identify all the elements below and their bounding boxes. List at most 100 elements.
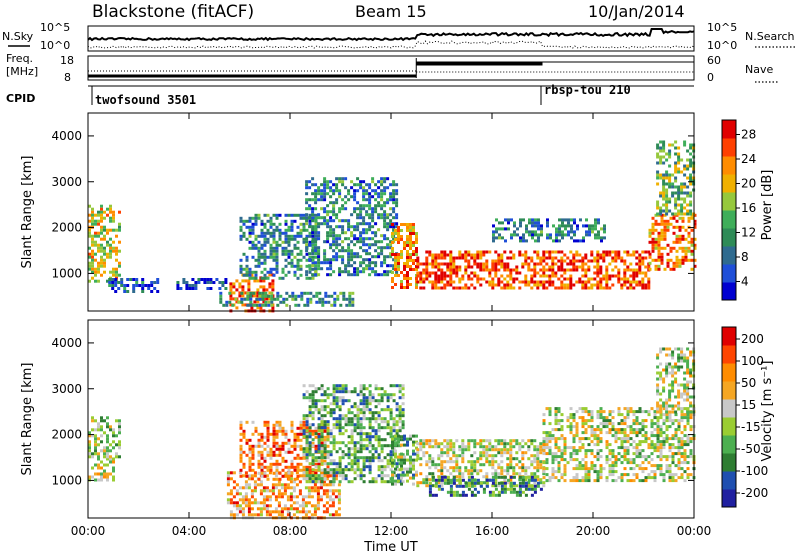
velocity-cell: [596, 479, 600, 483]
velocity-cell: [539, 466, 543, 470]
velocity-cell: [518, 448, 522, 452]
power-cell: [332, 255, 336, 259]
velocity-cell: [347, 480, 351, 484]
velocity-cell: [412, 473, 415, 477]
velocity-cell: [572, 419, 576, 423]
velocity-cell: [455, 466, 459, 470]
velocity-cell: [322, 492, 326, 496]
velocity-cell: [284, 459, 288, 463]
power-cell: [603, 224, 606, 228]
velocity-cell: [419, 439, 423, 443]
power-cell: [534, 233, 537, 237]
power-cell: [470, 265, 474, 269]
velocity-cell: [118, 455, 121, 459]
velocity-cell: [380, 447, 384, 451]
velocity-cell: [265, 507, 269, 511]
power-cell: [545, 268, 549, 272]
velocity-cell: [226, 483, 230, 487]
power-cell: [371, 177, 375, 181]
power-cell: [321, 303, 325, 307]
velocity-cell: [473, 478, 477, 482]
power-cell: [409, 232, 412, 235]
velocity-cell: [226, 477, 230, 481]
velocity-cell: [542, 446, 546, 450]
velocity-cell: [266, 450, 270, 454]
power-cell: [617, 253, 621, 257]
power-cell: [677, 194, 681, 198]
velocity-cell: [425, 442, 429, 446]
power-cell: [537, 221, 540, 225]
velocity-cell: [353, 387, 357, 391]
power-cell: [599, 280, 603, 284]
velocity-cell: [280, 513, 284, 517]
velocity-cell: [437, 469, 441, 473]
power-cell: [335, 237, 339, 241]
power-cell: [359, 234, 363, 238]
power-cell: [269, 219, 273, 223]
velocity-cell: [476, 481, 480, 485]
velocity-cell: [533, 472, 537, 476]
power-cell: [551, 268, 555, 272]
power-cell: [269, 234, 273, 238]
freq-unit: [MHz]: [6, 65, 38, 78]
power-cell: [503, 283, 507, 287]
power-cell: [317, 249, 321, 253]
power-cell: [458, 256, 462, 260]
power-cell: [668, 173, 672, 177]
velocity-cell: [401, 420, 405, 424]
velocity-cell: [302, 417, 306, 421]
power-cell: [293, 234, 297, 238]
velocity-cell: [412, 458, 415, 462]
power-cell: [371, 243, 375, 247]
power-cell: [675, 255, 679, 259]
power-cell: [120, 281, 124, 284]
velocity-cell: [374, 387, 378, 391]
power-cell: [308, 198, 312, 202]
velocity-cell: [548, 437, 552, 441]
power-cell: [443, 283, 447, 287]
velocity-cell: [278, 426, 282, 430]
power-cell: [320, 189, 324, 193]
power-cell: [473, 253, 477, 257]
velocity-cell: [316, 489, 320, 493]
power-cell: [548, 265, 552, 269]
power-cell: [671, 191, 675, 195]
velocity-cell: [412, 482, 415, 486]
velocity-cell: [412, 434, 415, 438]
velocity-cell: [305, 429, 309, 433]
power-cell: [256, 306, 260, 310]
power-cell: [365, 267, 369, 271]
power-cell: [260, 219, 264, 223]
power-cell: [485, 280, 489, 284]
velocity-cell: [229, 477, 233, 481]
power-cell: [279, 300, 283, 304]
power-cell: [677, 191, 681, 195]
power-cell: [428, 280, 432, 284]
power-cell: [623, 280, 627, 284]
velocity-cell: [250, 495, 254, 499]
power-cell: [241, 288, 245, 292]
velocity-cell: [403, 455, 406, 459]
nsearch-trace: [87, 40, 695, 49]
power-cell: [245, 267, 249, 271]
velocity-cell: [584, 476, 588, 480]
velocity-cell: [299, 468, 303, 472]
power-cell: [406, 277, 409, 280]
velocity-cell: [259, 501, 263, 505]
velocity-cell: [512, 439, 516, 443]
power-cell: [308, 240, 312, 244]
power-cell: [446, 283, 450, 287]
power-cell: [350, 213, 354, 217]
power-cell: [347, 246, 351, 250]
power-cell: [296, 240, 300, 244]
velocity-cell: [317, 474, 321, 478]
power-cell: [605, 280, 609, 284]
power-cell: [156, 278, 160, 281]
power-cell: [467, 253, 471, 257]
velocity-cell: [374, 420, 378, 424]
velocity-cell: [590, 416, 594, 420]
power-cell: [365, 228, 369, 232]
power-cell: [380, 216, 384, 220]
power-cell: [106, 228, 109, 232]
velocity-cell: [380, 465, 384, 469]
